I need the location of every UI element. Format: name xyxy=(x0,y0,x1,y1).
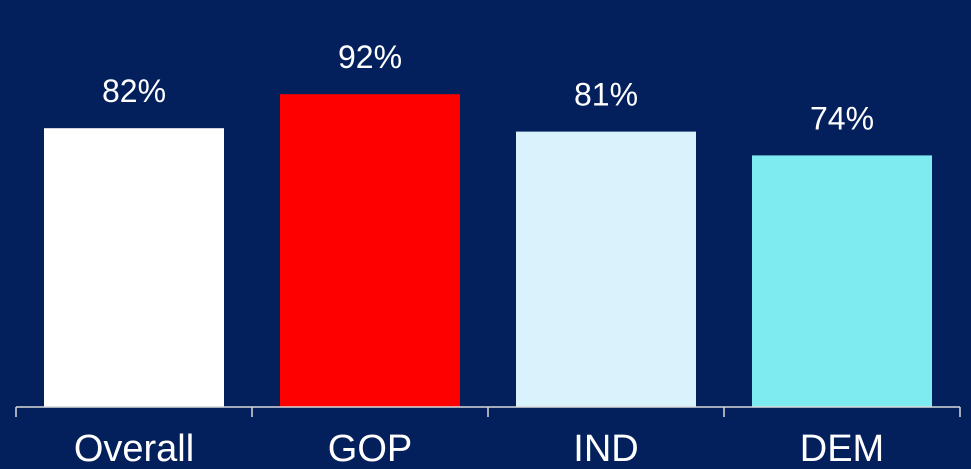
bars-group xyxy=(44,94,932,407)
bar-dem xyxy=(752,155,932,407)
value-label-gop: 92% xyxy=(338,39,402,75)
value-label-ind: 81% xyxy=(574,77,638,113)
x-tick-label-dem: DEM xyxy=(800,428,884,469)
x-tick-label-overall: Overall xyxy=(74,428,194,469)
value-label-dem: 74% xyxy=(810,100,874,136)
bar-gop xyxy=(280,94,460,407)
bar-overall xyxy=(44,128,224,407)
x-tick-label-gop: GOP xyxy=(328,428,412,469)
x-axis-labels-group: Overall GOP IND DEM xyxy=(74,428,884,469)
x-axis-ticks-group xyxy=(15,407,961,417)
bar-ind xyxy=(516,131,696,407)
value-labels-group: 82% 92% 81% 74% xyxy=(102,39,874,136)
value-label-overall: 82% xyxy=(102,73,166,109)
x-tick-label-ind: IND xyxy=(573,428,638,469)
